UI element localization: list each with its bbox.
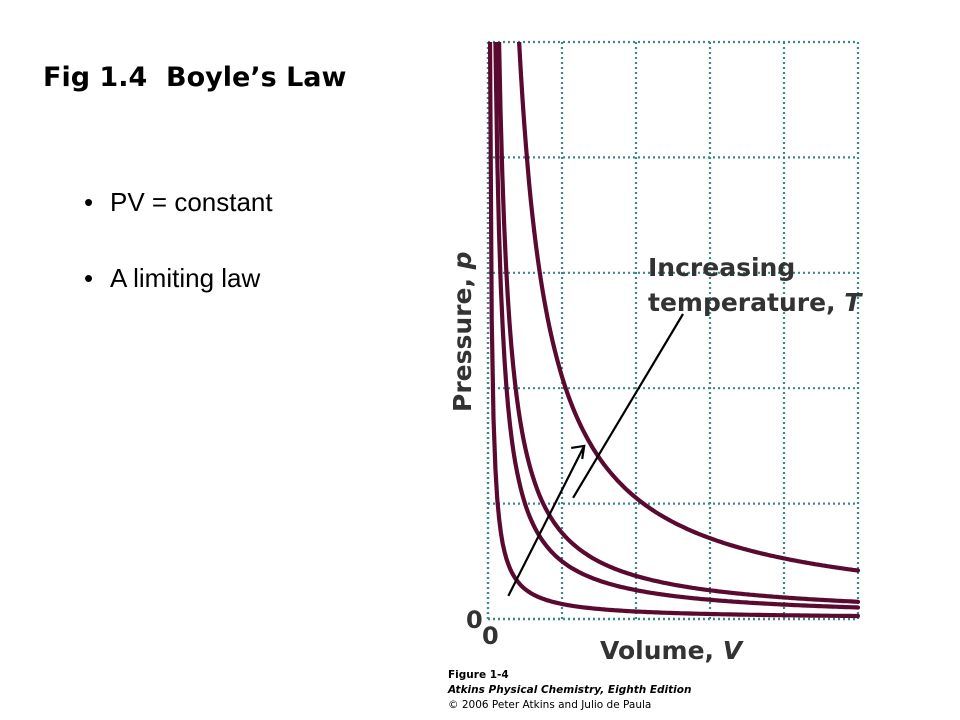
bullet-text: A limiting law bbox=[110, 263, 261, 293]
annotation-pointer-line bbox=[572, 313, 684, 499]
isotherm-curve-3 bbox=[496, 42, 860, 604]
chart-grid bbox=[488, 40, 860, 619]
x-axis-label: Volume, V bbox=[600, 636, 744, 665]
x-axis-symbol: V bbox=[723, 636, 744, 665]
annotation-label-line1: Increasing bbox=[648, 253, 795, 282]
chart-series bbox=[488, 42, 860, 619]
chart-labels: Volume, V Pressure, p 00 bbox=[448, 251, 744, 665]
bullet-item: • A limiting law bbox=[84, 258, 273, 298]
y-axis-label: Pressure, p bbox=[448, 251, 477, 412]
temperature-arrowhead bbox=[571, 444, 586, 460]
chart-annotation: Increasing temperature, T bbox=[507, 253, 863, 597]
bullet-marker: • bbox=[84, 187, 94, 217]
bullet-list: • PV = constant • A limiting law bbox=[84, 182, 273, 334]
bullet-text: PV = constant bbox=[110, 187, 273, 217]
y-axis-symbol: p bbox=[448, 251, 477, 270]
temperature-arrow bbox=[507, 445, 586, 597]
annotation-label-line2: temperature, T bbox=[648, 288, 863, 317]
chart-axes bbox=[486, 42, 858, 621]
annotation-symbol-t: T bbox=[844, 288, 863, 317]
isotherm-curve-1 bbox=[488, 42, 860, 619]
caption-figure-number: Figure 1-4 bbox=[448, 669, 509, 681]
x-tick-label: 0 bbox=[482, 622, 499, 650]
caption-book-title: Atkins Physical Chemistry, Eighth Editio… bbox=[448, 684, 692, 696]
bullet-marker: • bbox=[84, 263, 94, 293]
isotherm-curve-4 bbox=[516, 42, 860, 573]
caption-copyright: © 2006 Peter Atkins and Julio de Paula bbox=[448, 699, 652, 711]
y-tick-label: 0 bbox=[466, 606, 483, 634]
bullet-item: • PV = constant bbox=[84, 182, 273, 222]
figure-caption: Figure 1-4 Atkins Physical Chemistry, Ei… bbox=[448, 668, 691, 713]
slide-title: Fig 1.4 Boyle’s Law bbox=[43, 62, 347, 93]
isotherm-curve-2 bbox=[493, 42, 860, 610]
